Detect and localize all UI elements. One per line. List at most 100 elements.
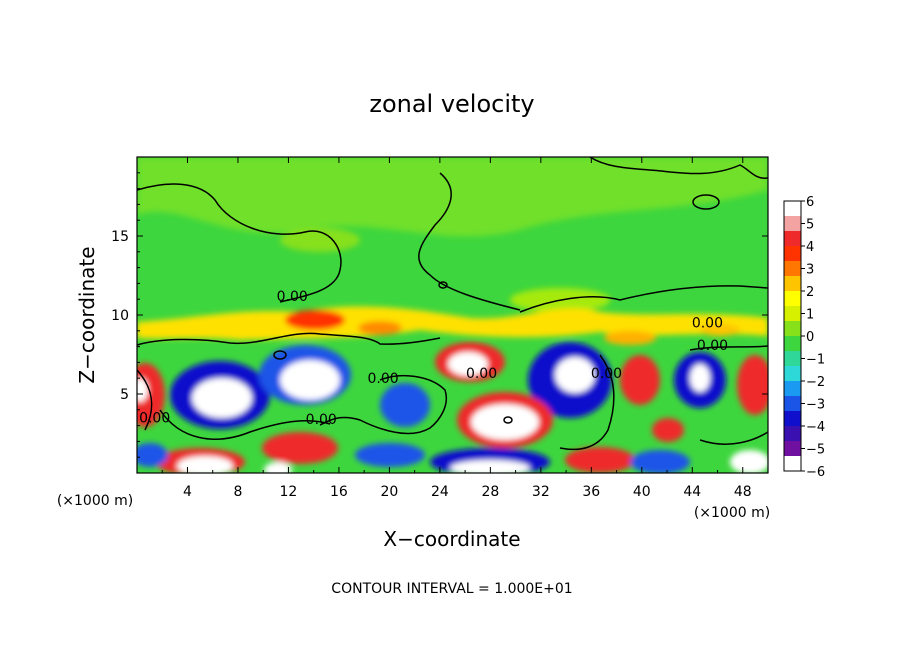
contour-label: 0.00 xyxy=(591,366,622,382)
colorbar-segment xyxy=(784,426,801,442)
contour-line xyxy=(692,194,720,210)
colorbar-segment xyxy=(784,231,801,247)
colorbar-segment xyxy=(784,246,801,262)
field-patch xyxy=(280,228,360,252)
x-tick-label: 36 xyxy=(582,484,600,500)
x-tick-label: 44 xyxy=(683,484,701,500)
field-patch xyxy=(620,355,660,405)
x-tick-label: 4 xyxy=(183,484,192,500)
colorbar-segment xyxy=(784,306,801,322)
x-unit-label-left: (×1000 m) xyxy=(57,493,133,509)
contour-label: 0.00 xyxy=(466,366,497,382)
field-patch xyxy=(448,352,488,376)
colorbar-tick-label: 6 xyxy=(806,195,814,210)
plot-area: 0.00 0.00 0.00 0.00 0.00 0.00 0.00 0.00 xyxy=(136,156,769,474)
x-tick-label: 8 xyxy=(233,484,242,500)
field-patch xyxy=(262,432,338,464)
contour-label: 0.00 xyxy=(697,338,728,354)
contour-line xyxy=(519,285,768,313)
colorbar-segment xyxy=(784,261,801,277)
contour-line xyxy=(689,345,768,351)
colorbar-segment xyxy=(784,441,801,457)
field-patch xyxy=(137,443,168,467)
y-axis-label: Z−coordinate xyxy=(75,246,99,383)
y-tick-label: 15 xyxy=(111,229,129,245)
contour-line xyxy=(418,172,521,311)
x-tick-label: 24 xyxy=(431,484,449,500)
colorbar-segment xyxy=(784,351,801,367)
field-patch xyxy=(137,378,148,402)
colorbar-tick-label: 4 xyxy=(806,240,814,255)
colorbar-segment xyxy=(784,216,801,232)
contour-line xyxy=(159,409,331,440)
x-axis-label: X−coordinate xyxy=(383,527,520,551)
field-patch xyxy=(652,418,684,442)
field-patch xyxy=(565,447,635,473)
field-patch xyxy=(555,357,595,393)
colorbar-segment xyxy=(784,276,801,292)
x-tick-label: 12 xyxy=(280,484,298,500)
colorbar-segment xyxy=(784,336,801,352)
colorbar-tick-label: −5 xyxy=(806,443,825,458)
field-patch xyxy=(730,450,768,473)
x-tick-label: 40 xyxy=(633,484,651,500)
field-patch xyxy=(450,460,530,473)
colorbar-segment xyxy=(784,381,801,397)
contour-line xyxy=(137,369,153,431)
contour-label: 0.00 xyxy=(368,371,399,387)
colorbar-tick-label: 0 xyxy=(806,330,814,345)
y-axis: 5 10 15 xyxy=(111,172,768,458)
field-patch xyxy=(737,355,768,415)
x-tick-label: 20 xyxy=(380,484,398,500)
colorbar: 6 5 4 3 2 1 0 −1 −2 −3 −4 −5 −6 xyxy=(783,195,825,480)
contour-label: 0.00 xyxy=(306,412,337,428)
field-patch xyxy=(280,360,340,400)
chart-title: zonal velocity xyxy=(369,90,534,118)
colorbar-tick-label: −1 xyxy=(806,353,825,368)
field-patch xyxy=(630,450,690,473)
contour-line xyxy=(589,157,768,179)
field-patch xyxy=(264,462,292,473)
colorbar-tick-label: −3 xyxy=(806,398,825,413)
colorbar-tick-label: 2 xyxy=(806,285,814,300)
field-patch xyxy=(358,321,402,335)
field-patch xyxy=(690,364,710,392)
field-patch xyxy=(285,310,345,330)
colorbar-tick-label: −4 xyxy=(806,420,825,435)
contour-line xyxy=(438,281,448,289)
contour-label: 0.00 xyxy=(139,410,170,426)
field-patch xyxy=(177,456,233,473)
contour-labels: 0.00 0.00 0.00 0.00 0.00 0.00 0.00 0.00 xyxy=(139,289,728,428)
field-patch xyxy=(192,378,252,418)
contour-line xyxy=(319,374,447,435)
contour-line xyxy=(137,183,342,303)
colorbar-tick-label: 1 xyxy=(806,308,814,323)
colorbar-tick-label: −2 xyxy=(806,375,825,390)
x-tick-label: 48 xyxy=(734,484,752,500)
x-tick-label: 16 xyxy=(330,484,348,500)
colorbar-segment xyxy=(784,366,801,382)
contour-line xyxy=(273,350,287,360)
contour-line xyxy=(699,431,768,445)
contour-label: 0.00 xyxy=(692,316,723,332)
contour-line xyxy=(137,332,441,346)
colorbar-segment xyxy=(784,201,801,217)
colorbar-segment xyxy=(784,321,801,337)
colorbar-tick-label: 5 xyxy=(806,218,814,233)
x-tick-label: 32 xyxy=(532,484,550,500)
colorbar-segment xyxy=(784,396,801,412)
contour-line xyxy=(559,354,615,451)
colorbar-segment xyxy=(784,411,801,427)
field-patch xyxy=(380,383,430,427)
x-unit-label-right: (×1000 m) xyxy=(694,505,770,521)
field-upper-band xyxy=(137,157,768,237)
field-patch xyxy=(604,331,656,345)
y-tick-label: 10 xyxy=(111,308,129,324)
zero-contours xyxy=(137,157,768,451)
y-tick-label: 5 xyxy=(120,387,129,403)
x-tick-label: 28 xyxy=(481,484,499,500)
colorbar-segment xyxy=(784,291,801,307)
field-patch xyxy=(700,324,740,336)
x-axis: 4 8 12 16 20 24 28 32 36 40 44 48 xyxy=(161,157,752,500)
